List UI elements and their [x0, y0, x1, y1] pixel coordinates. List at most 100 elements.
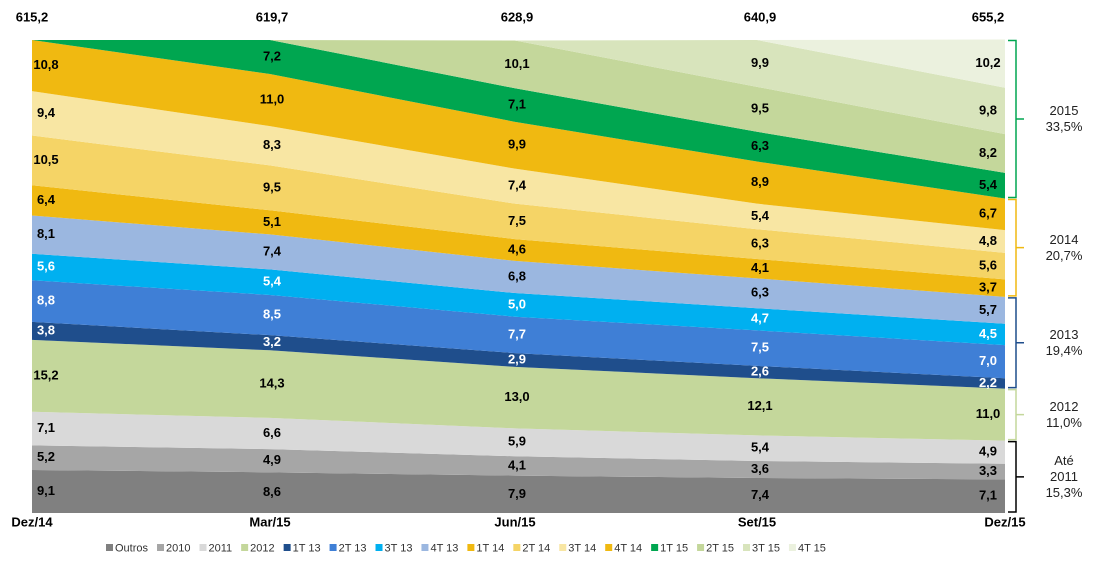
data-label: 4,5 — [979, 326, 997, 341]
legend-label: 2010 — [166, 542, 190, 554]
legend-swatch — [375, 544, 383, 551]
bracket-label: 2015 33,5% — [1034, 103, 1094, 135]
bracket-value: 19,4% — [1045, 342, 1083, 358]
bracket-value: 11,0% — [1046, 414, 1082, 430]
data-label: 13,0 — [504, 389, 529, 404]
bracket — [1008, 198, 1024, 297]
area — [32, 135, 1005, 280]
data-label: 6,7 — [979, 206, 997, 221]
data-label: 5,0 — [508, 296, 526, 311]
data-label: 4,9 — [979, 444, 997, 459]
legend-swatch — [329, 544, 337, 551]
data-label: 11,0 — [260, 92, 285, 107]
x-tick-label: Jun/15 — [494, 514, 535, 529]
data-label: 5,4 — [751, 208, 770, 223]
data-label: 4,6 — [508, 241, 526, 256]
data-label: 8,2 — [979, 145, 997, 160]
bracket-title: 2013 — [1049, 326, 1079, 342]
data-label: 7,0 — [979, 353, 997, 368]
total-label: 655,2 — [972, 9, 1005, 24]
bracket-value: 20,7% — [1045, 247, 1083, 263]
bracket-label: 2012 11,0% — [1034, 399, 1094, 431]
data-label: 7,9 — [508, 486, 526, 501]
data-label: 5,6 — [979, 258, 997, 273]
bracket-label: Até 2011 15,3% — [1034, 453, 1094, 501]
data-label: 4,1 — [751, 260, 769, 275]
area — [32, 445, 1005, 480]
total-label: 640,9 — [744, 9, 777, 24]
bracket-title: Até 2011 — [1050, 452, 1078, 484]
data-label: 4,1 — [508, 457, 526, 472]
x-tick-label: Mar/15 — [249, 514, 290, 529]
data-label: 6,4 — [37, 192, 56, 207]
data-label: 9,8 — [979, 102, 997, 117]
legend-swatch — [651, 544, 659, 551]
legend-swatch — [605, 544, 613, 551]
legend-label: 2T 14 — [522, 542, 550, 554]
data-label: 7,1 — [37, 420, 55, 435]
data-label: 2,6 — [751, 363, 769, 378]
data-label: 2,9 — [508, 351, 526, 366]
data-label: 9,9 — [508, 137, 526, 152]
legend-swatch — [157, 544, 165, 551]
data-label: 3,7 — [979, 280, 997, 295]
legend-label: 2T 13 — [339, 542, 367, 554]
legend-swatch — [697, 544, 705, 551]
x-tick-label: Dez/15 — [984, 514, 1025, 529]
total-label: 628,9 — [501, 9, 534, 24]
data-label: 7,1 — [979, 488, 997, 503]
area — [32, 411, 1005, 464]
bracket-value: 15,3% — [1045, 484, 1083, 500]
data-label: 5,2 — [37, 449, 55, 464]
legend-label: 1T 15 — [660, 542, 688, 554]
legend-swatch — [559, 544, 567, 551]
bracket-title: 2015 — [1049, 102, 1079, 118]
data-label: 14,3 — [259, 376, 284, 391]
legend-swatch — [467, 544, 475, 551]
data-label: 8,6 — [263, 484, 281, 499]
data-label: 7,4 — [263, 243, 282, 258]
data-label: 9,9 — [751, 55, 769, 70]
data-label: 8,5 — [263, 306, 281, 321]
legend-label: 2T 15 — [706, 542, 734, 554]
legend-swatch — [788, 544, 796, 551]
data-label: 6,3 — [751, 285, 769, 300]
data-label: 6,8 — [508, 268, 526, 283]
data-label: 7,7 — [508, 326, 526, 341]
data-label: 9,5 — [751, 101, 769, 116]
data-label: 5,1 — [263, 214, 281, 229]
legend-label: 3T 15 — [752, 542, 780, 554]
bracket-label: 2014 20,7% — [1034, 232, 1094, 264]
data-label: 12,1 — [747, 398, 772, 413]
data-label: 8,9 — [751, 174, 769, 189]
data-label: 9,5 — [263, 179, 281, 194]
area — [32, 40, 1005, 199]
area — [32, 40, 1005, 135]
bracket-title: 2012 — [1049, 398, 1079, 414]
data-label: 4,9 — [263, 452, 281, 467]
x-tick-label: Set/15 — [738, 514, 776, 529]
legend-swatch — [743, 544, 751, 551]
data-label: 10,8 — [33, 57, 58, 72]
data-label: 8,1 — [37, 226, 55, 241]
data-label: 7,4 — [751, 487, 770, 502]
data-label: 10,2 — [975, 55, 1000, 70]
area — [32, 40, 1005, 231]
bracket-label: 2013 19,4% — [1034, 327, 1094, 359]
data-label: 8,3 — [263, 137, 281, 152]
total-label: 619,7 — [256, 9, 289, 24]
data-label: 3,2 — [263, 334, 281, 349]
data-label: 7,5 — [508, 213, 526, 228]
bracket — [1008, 297, 1024, 389]
data-label: 4,7 — [751, 311, 769, 326]
data-label: 7,4 — [508, 178, 527, 193]
data-label: 10,1 — [504, 56, 529, 71]
data-label: 3,6 — [751, 461, 769, 476]
legend-label: 4T 13 — [430, 542, 458, 554]
bracket-title: 2014 — [1049, 231, 1079, 247]
data-label: 5,6 — [37, 258, 55, 273]
legend-label: 4T 14 — [614, 542, 642, 554]
legend-label: 3T 13 — [385, 542, 413, 554]
data-label: 10,5 — [33, 152, 58, 167]
